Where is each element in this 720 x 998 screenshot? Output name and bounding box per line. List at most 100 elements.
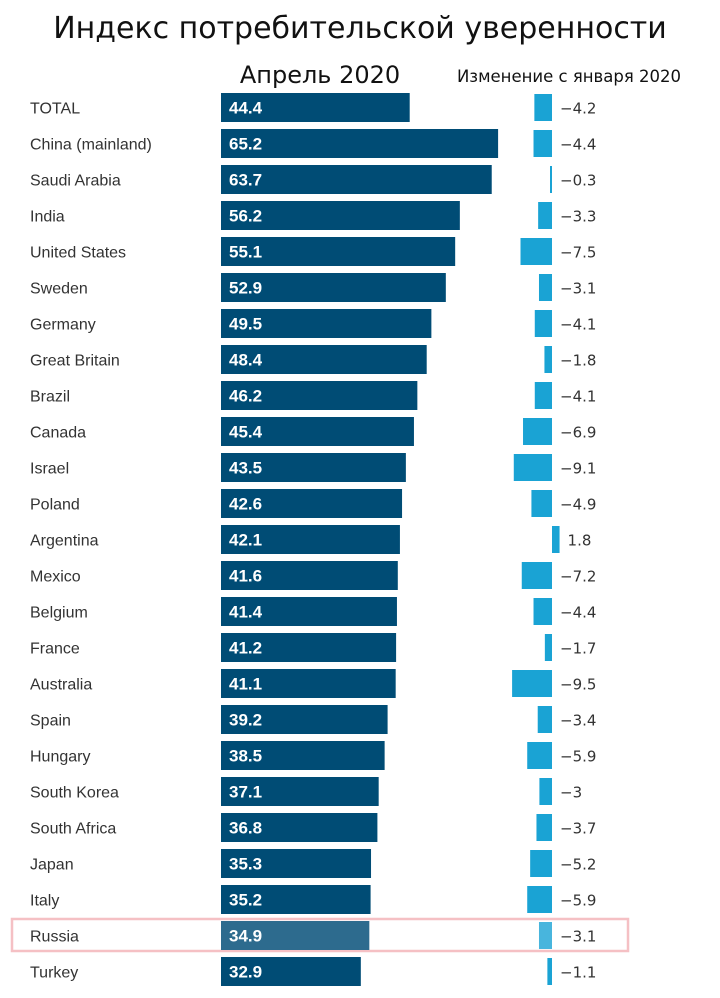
value-bar xyxy=(221,453,406,482)
change-series-label: Изменение с января 2020 xyxy=(457,67,681,86)
change-bar xyxy=(544,634,552,661)
highlight-box xyxy=(10,917,630,953)
change-label: −7.5 xyxy=(560,244,596,262)
change-label: −3 xyxy=(560,784,582,802)
change-bar xyxy=(512,670,552,697)
change-label: −3.1 xyxy=(560,928,596,946)
change-bar xyxy=(534,382,552,409)
chart-rows: TOTAL 44.4 −4.2 China (mainland) 65.2 −4.4 Sau… xyxy=(30,93,596,986)
change-label: −4.1 xyxy=(560,316,596,334)
country-label: United States xyxy=(30,245,126,262)
change-label: −1.7 xyxy=(560,640,596,658)
change-bar xyxy=(520,238,552,265)
country-label: Brazil xyxy=(30,389,70,406)
change-label: −4.4 xyxy=(560,136,596,154)
value-bar xyxy=(221,417,414,446)
change-label: −3.4 xyxy=(560,712,596,730)
value-bar xyxy=(221,741,385,770)
value-label: 41.6 xyxy=(229,567,262,586)
change-label: −4.1 xyxy=(560,388,596,406)
change-label: −1.1 xyxy=(560,964,596,982)
change-bar xyxy=(538,922,552,949)
country-label: Canada xyxy=(30,425,86,442)
change-label: −9.5 xyxy=(560,676,596,694)
country-label: Great Britain xyxy=(30,353,120,370)
country-label: Spain xyxy=(30,713,71,730)
change-label: −4.9 xyxy=(560,496,596,514)
value-bar xyxy=(221,93,410,122)
change-bar xyxy=(537,706,552,733)
value-label: 46.2 xyxy=(229,387,262,406)
chart-title: Индекс потребительской уверенности xyxy=(53,11,667,46)
country-label: Hungary xyxy=(30,749,90,766)
value-bar xyxy=(221,561,398,590)
country-label: Germany xyxy=(30,317,96,334)
value-label: 35.3 xyxy=(229,855,262,874)
value-label: 43.5 xyxy=(229,459,262,478)
country-label: Argentina xyxy=(30,533,99,550)
value-label: 37.1 xyxy=(229,783,262,802)
change-label: −3.1 xyxy=(560,280,596,298)
change-bar xyxy=(536,814,552,841)
value-label: 65.2 xyxy=(229,135,262,154)
change-label: −3.7 xyxy=(560,820,596,838)
country-label: Japan xyxy=(30,857,74,874)
value-bar xyxy=(221,669,396,698)
change-bar xyxy=(539,778,552,805)
value-label: 45.4 xyxy=(229,423,263,442)
country-label: France xyxy=(30,641,80,658)
value-bar xyxy=(221,813,378,842)
change-bar xyxy=(538,274,552,301)
value-label: 38.5 xyxy=(229,747,262,766)
value-label: 42.1 xyxy=(229,531,262,550)
change-bar xyxy=(533,598,552,625)
value-bar xyxy=(221,525,400,554)
value-label: 48.4 xyxy=(229,351,263,370)
change-bar xyxy=(530,850,552,877)
change-bar xyxy=(534,310,552,337)
value-label: 56.2 xyxy=(229,207,262,226)
value-bar xyxy=(221,957,361,986)
value-label: 36.8 xyxy=(229,819,262,838)
value-bar xyxy=(221,345,427,374)
country-label: China (mainland) xyxy=(30,137,152,154)
value-label: 41.4 xyxy=(229,603,263,622)
value-bar xyxy=(221,129,499,158)
value-label: 63.7 xyxy=(229,171,262,190)
value-bar xyxy=(221,705,388,734)
value-label: 55.1 xyxy=(229,243,262,262)
change-label: 1.8 xyxy=(568,532,592,550)
change-bar xyxy=(547,958,552,985)
value-label: 39.2 xyxy=(229,711,262,730)
country-label: Russia xyxy=(30,929,79,946)
country-label: Australia xyxy=(30,677,92,694)
value-bar xyxy=(221,165,492,194)
value-bar xyxy=(221,885,371,914)
country-label: Sweden xyxy=(30,281,88,298)
value-label: 42.6 xyxy=(229,495,262,514)
value-label: 44.4 xyxy=(229,99,263,118)
value-bar xyxy=(221,849,372,878)
value-label: 34.9 xyxy=(229,927,262,946)
change-bar xyxy=(513,454,552,481)
change-label: −4.4 xyxy=(560,604,596,622)
value-label: 41.1 xyxy=(229,675,262,694)
country-label: South Africa xyxy=(30,821,116,838)
value-bar xyxy=(221,597,397,626)
change-label: −1.8 xyxy=(560,352,596,370)
change-bar xyxy=(534,94,552,121)
country-label: India xyxy=(30,209,65,226)
country-label: Israel xyxy=(30,461,69,478)
change-label: −4.2 xyxy=(560,100,596,118)
change-bar xyxy=(531,490,552,517)
value-bar xyxy=(221,777,379,806)
change-bar xyxy=(552,526,560,553)
country-label: Turkey xyxy=(30,965,78,982)
value-bar xyxy=(221,489,403,518)
value-label: 49.5 xyxy=(229,315,262,334)
value-bar xyxy=(221,201,460,230)
value-bar xyxy=(221,309,432,338)
value-bar xyxy=(221,921,370,950)
change-label: −5.9 xyxy=(560,748,596,766)
change-bar xyxy=(523,418,552,445)
